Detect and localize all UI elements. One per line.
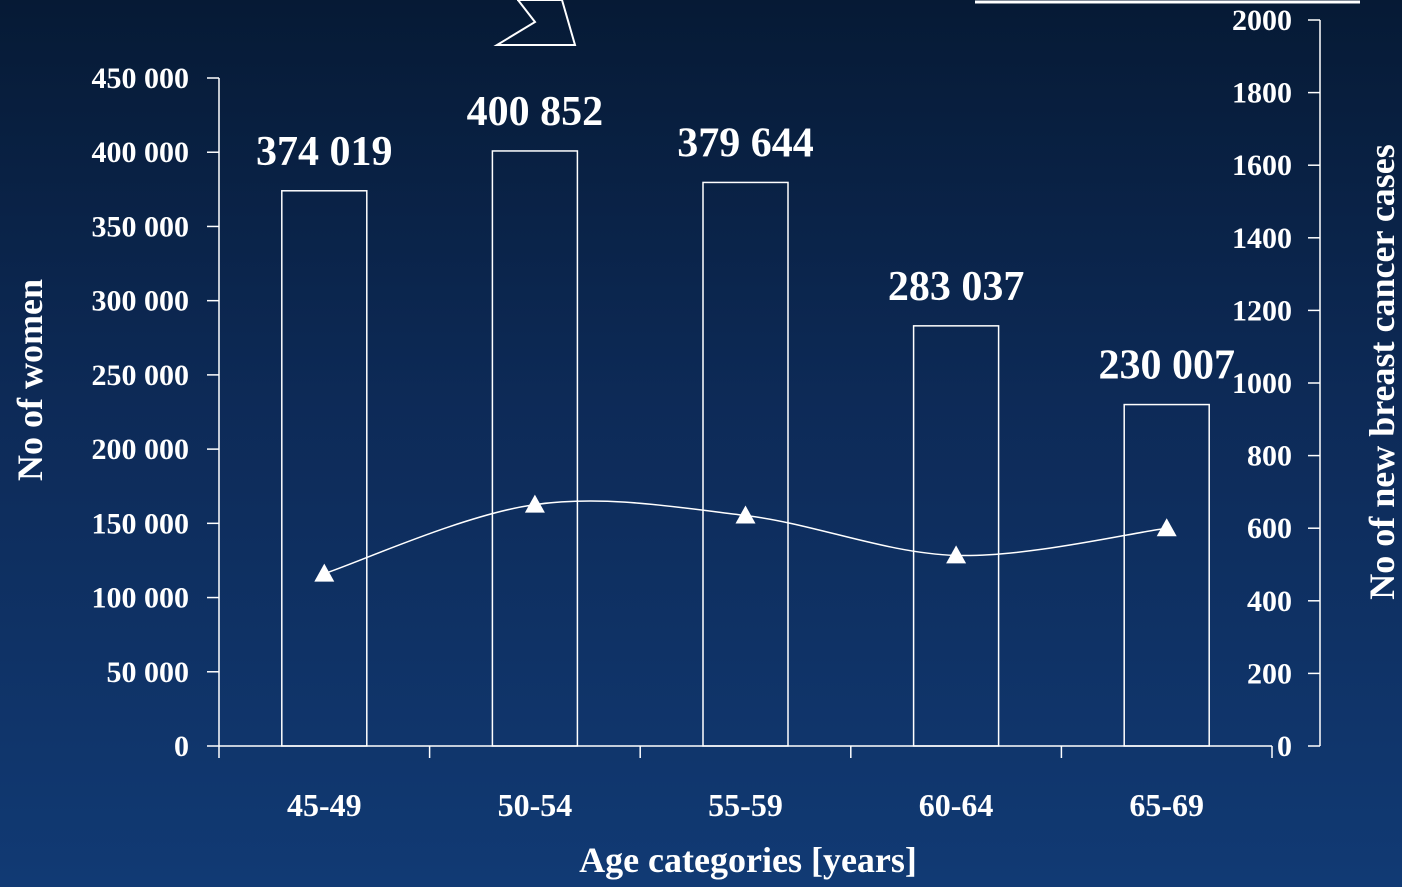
y-tick-label: 350 000 (92, 210, 190, 243)
cases-point-55-59 (735, 505, 756, 524)
y-tick-label: 450 000 (92, 62, 190, 95)
bar-45-49 (281, 190, 368, 747)
bar-50-54 (491, 150, 579, 747)
y-tick-label: 250 000 (92, 359, 190, 392)
y2-axis-title: No of new breast cancer cases (1362, 144, 1402, 600)
cases-point-45-49 (314, 563, 335, 582)
y2-tick-label: 1200 (1232, 294, 1292, 327)
x-tick-label-45-49: 45-49 (287, 787, 362, 823)
bar-data-label-50-54: 400 852 (467, 89, 604, 135)
y2-tick-label: 0 (1277, 730, 1292, 763)
axes-layer: 0 50 000 100 000 150 000 200 000 250 000 300 0… (92, 4, 1321, 823)
labels-layer: 374 019 400 852 379 644 283 037 230 007 (256, 89, 1235, 389)
y2-tick-label: 1000 (1232, 367, 1292, 400)
y-tick-label: 200 000 (92, 433, 190, 466)
bars-layer (281, 150, 1210, 747)
y-tick-label: 300 000 (92, 285, 190, 318)
y2-tick-label: 1400 (1232, 222, 1292, 255)
y-axis-title: No of women (10, 279, 50, 481)
bar-data-label-60-64: 283 037 (888, 264, 1025, 310)
y2-tick-label: 2000 (1232, 4, 1292, 37)
y2-tick-label: 200 (1247, 657, 1292, 690)
y2-tick-label: 800 (1247, 440, 1292, 473)
y-tick-label: 0 (174, 730, 189, 763)
y2-tick-label: 1600 (1232, 149, 1292, 182)
bar-60-64 (912, 325, 1000, 747)
x-axis-title: Age categories [years] (579, 840, 917, 880)
y-tick-label: 50 000 (107, 656, 190, 689)
bar-data-label-55-59: 379 644 (677, 120, 814, 166)
x-tick-label-50-54: 50-54 (498, 787, 573, 823)
callout-arrow-shape (493, 0, 577, 46)
bar-65-69 (1123, 403, 1210, 747)
y-tick-label: 100 000 (92, 582, 190, 615)
bar-55-59 (702, 181, 789, 747)
cases-point-60-64 (946, 545, 967, 564)
bar-data-label-45-49: 374 019 (256, 129, 393, 175)
y2-tick-label: 400 (1247, 585, 1292, 618)
y-tick-label: 400 000 (92, 136, 190, 169)
bar-data-label-65-69: 230 007 (1098, 343, 1235, 389)
y2-tick-label: 600 (1247, 512, 1292, 545)
x-tick-label-55-59: 55-59 (708, 787, 783, 823)
x-tick-label-65-69: 65-69 (1129, 787, 1204, 823)
y2-tick-label: 1800 (1232, 77, 1292, 110)
y-tick-label: 150 000 (92, 507, 190, 540)
cases-point-50-54 (524, 494, 545, 513)
cases-point-65-69 (1156, 518, 1177, 537)
line-layer (314, 494, 1177, 582)
x-tick-label-60-64: 60-64 (919, 787, 994, 823)
